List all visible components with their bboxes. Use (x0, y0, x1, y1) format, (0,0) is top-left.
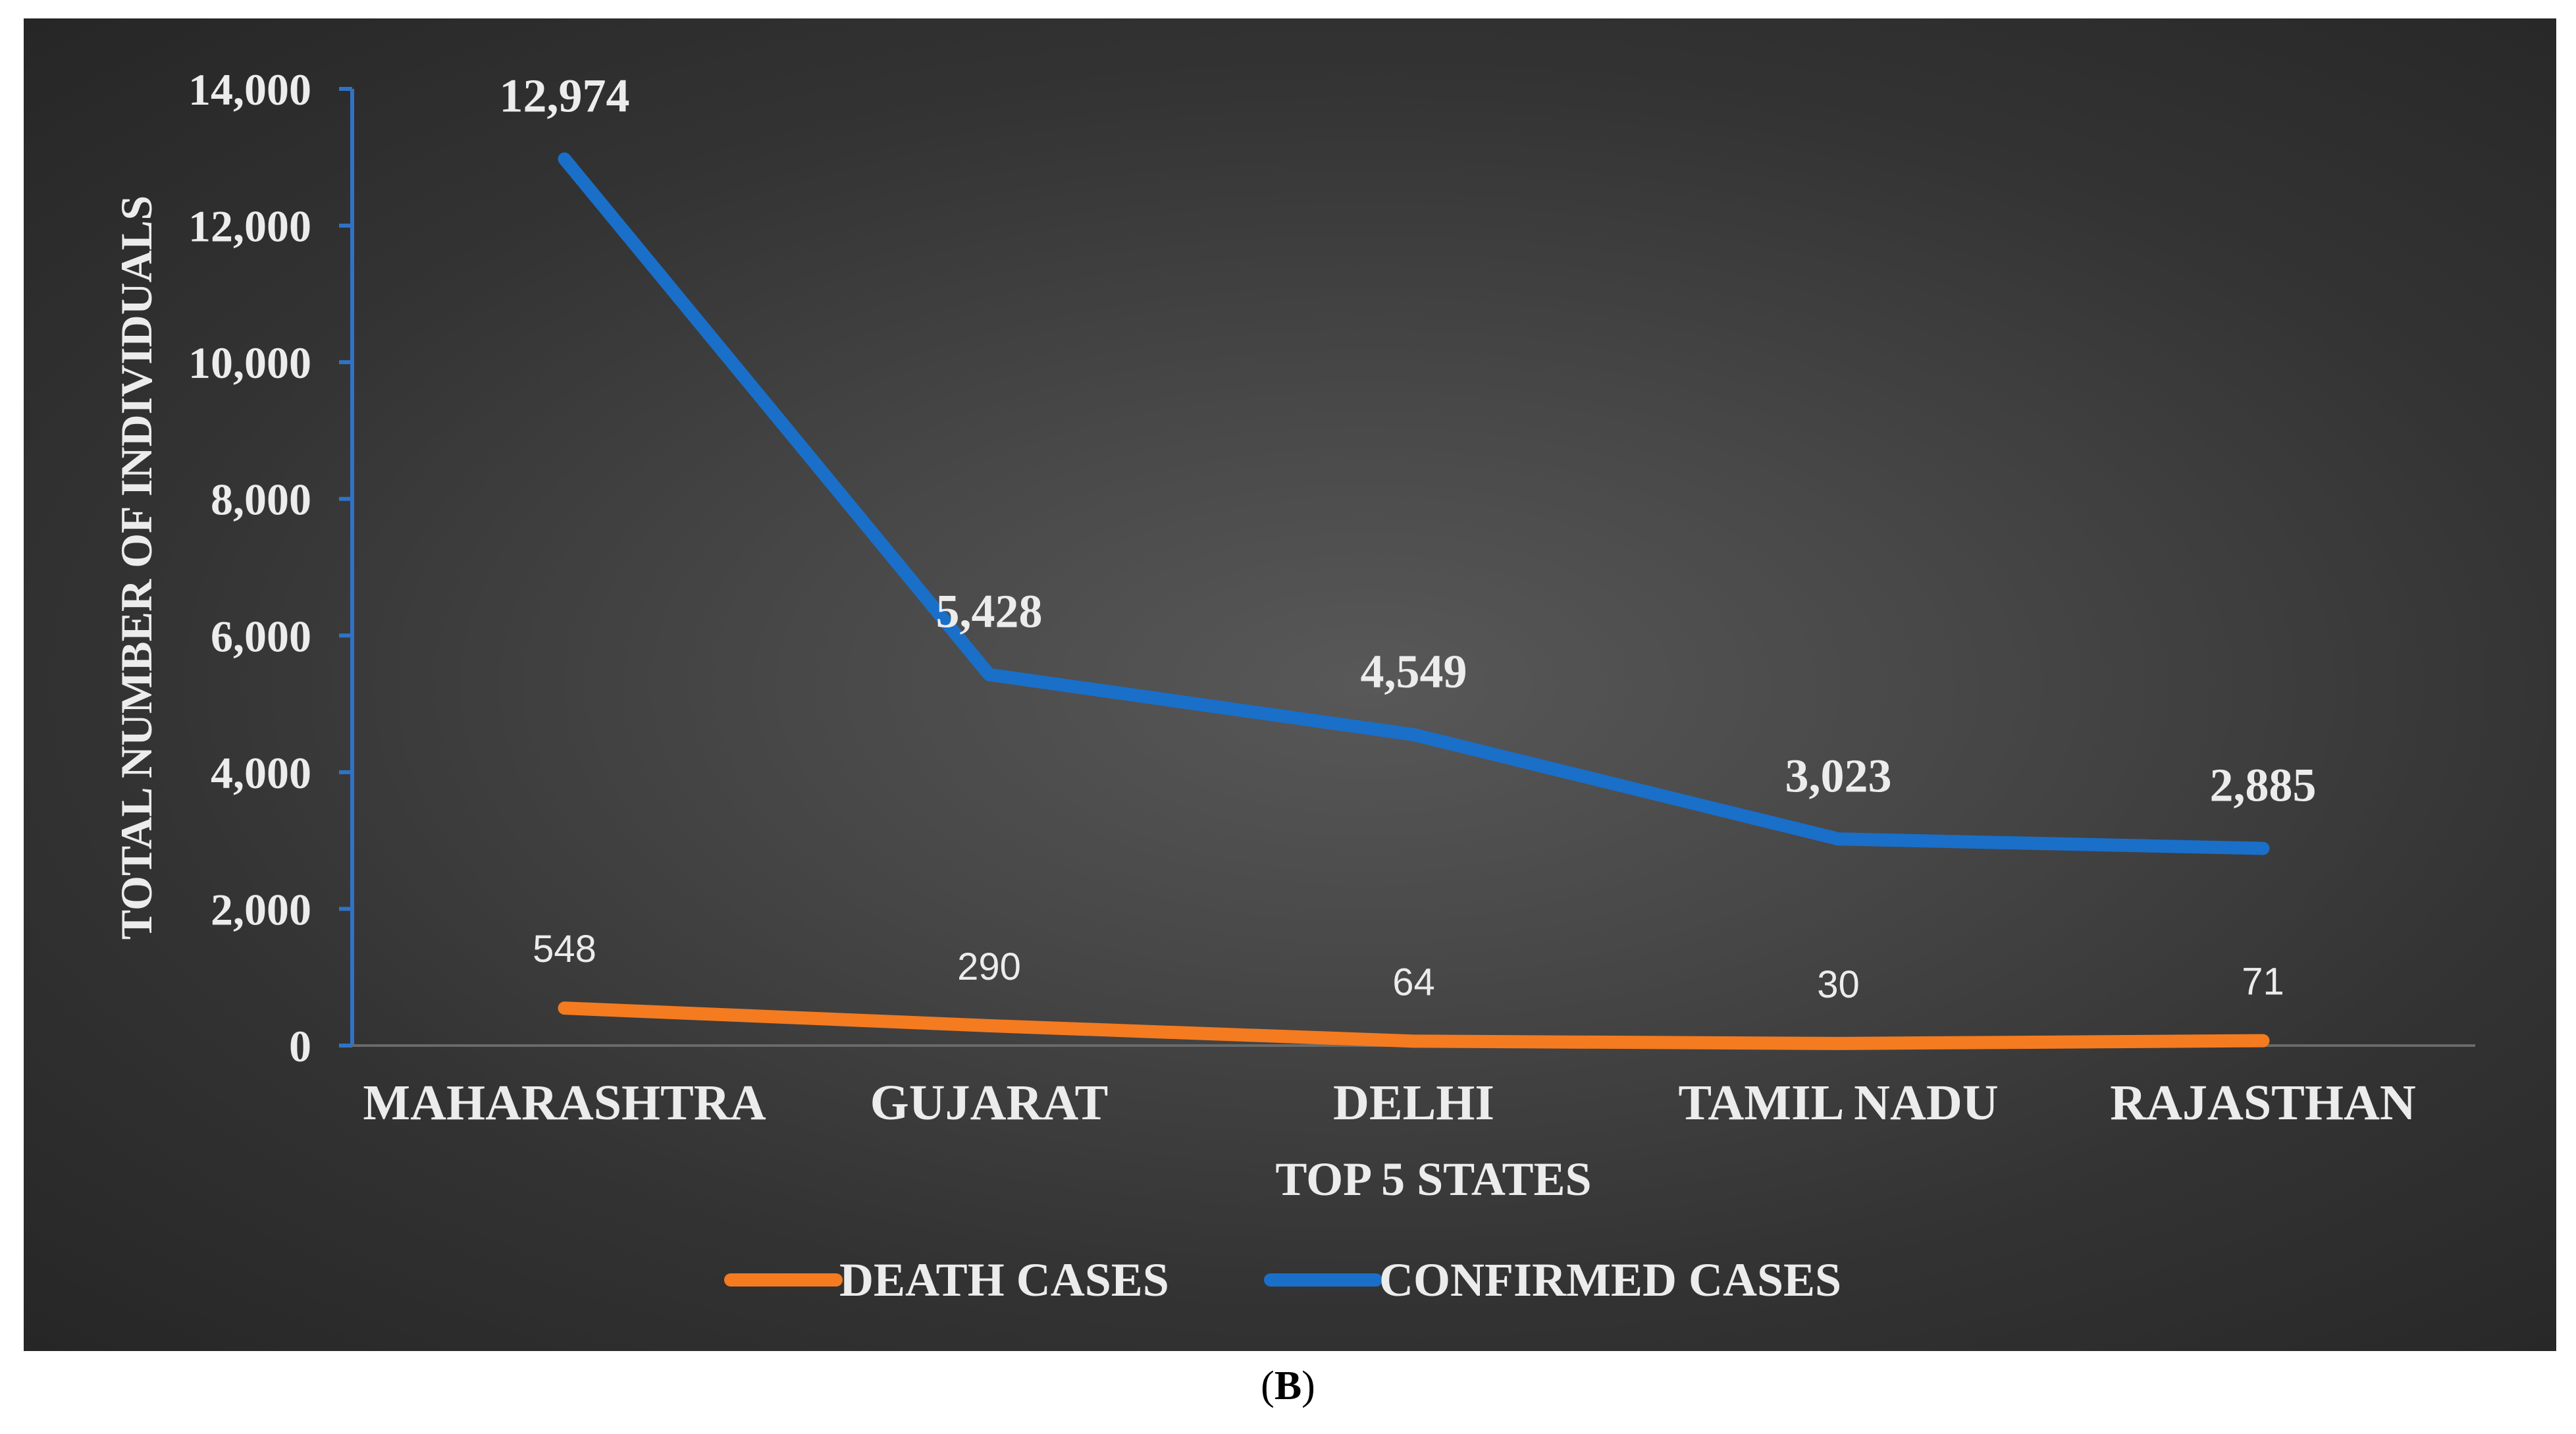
data-label: 3,023 (1785, 749, 1892, 802)
y-tick-label: 14,000 (188, 65, 311, 115)
legend-label: DEATH CASES (839, 1254, 1169, 1306)
data-label: 548 (533, 928, 596, 970)
data-label: 12,974 (500, 69, 630, 122)
legend: DEATH CASES CONFIRMED CASES (724, 1254, 1841, 1306)
y-tick-label: 10,000 (188, 338, 311, 388)
x-tick-label: TAMIL NADU (1678, 1075, 1998, 1130)
x-tick-label: MAHARASHTRA (363, 1075, 766, 1130)
data-point (1407, 1035, 1420, 1048)
data-label: 71 (2242, 961, 2284, 1003)
data-point (983, 668, 995, 681)
series-lines (558, 152, 2270, 1050)
x-tick-label: GUJARAT (870, 1075, 1109, 1130)
y-tick-label: 4,000 (211, 748, 311, 798)
y-tick-label: 8,000 (211, 475, 311, 525)
data-label: 64 (1392, 961, 1435, 1003)
x-axis-title: TOP 5 STATES (1275, 1153, 1591, 1206)
axes: 0 2,000 4,000 6,000 8,000 10,000 12,000 14,000 M… (111, 65, 2475, 1206)
data-point (2257, 842, 2269, 855)
y-axis-title: TOTAL NUMBER OF INDIVIDUALS (111, 196, 161, 940)
y-tick-label: 0 (289, 1021, 311, 1071)
data-point (558, 1002, 571, 1015)
data-label: 4,549 (1361, 645, 1467, 698)
data-label: 5,428 (936, 585, 1043, 638)
data-point (1407, 728, 1420, 741)
y-tick-label: 2,000 (211, 884, 311, 934)
legend-label: CONFIRMED CASES (1379, 1254, 1841, 1306)
y-tick-label: 6,000 (211, 611, 311, 661)
data-label: 2,885 (2210, 759, 2317, 812)
data-point (2257, 1034, 2269, 1047)
data-point (1832, 1037, 1845, 1049)
data-label: 30 (1817, 963, 1860, 1006)
y-tick-label: 12,000 (188, 201, 311, 252)
data-labels: 548 290 64 30 71 12,974 5,428 4,549 3,023 2,885 (500, 69, 2317, 1005)
data-label: 290 (957, 945, 1021, 988)
series-line-confirmed-cases (558, 152, 2270, 855)
x-tick-label: DELHI (1333, 1075, 1494, 1130)
panel-letter: B (1274, 1364, 1302, 1408)
data-point (1832, 833, 1845, 845)
panel-caption: (B) (1261, 1364, 1315, 1408)
chart-area (24, 18, 2556, 1351)
data-point (558, 153, 571, 165)
data-point (983, 1019, 995, 1032)
x-tick-label: RAJASTHAN (2110, 1075, 2416, 1130)
